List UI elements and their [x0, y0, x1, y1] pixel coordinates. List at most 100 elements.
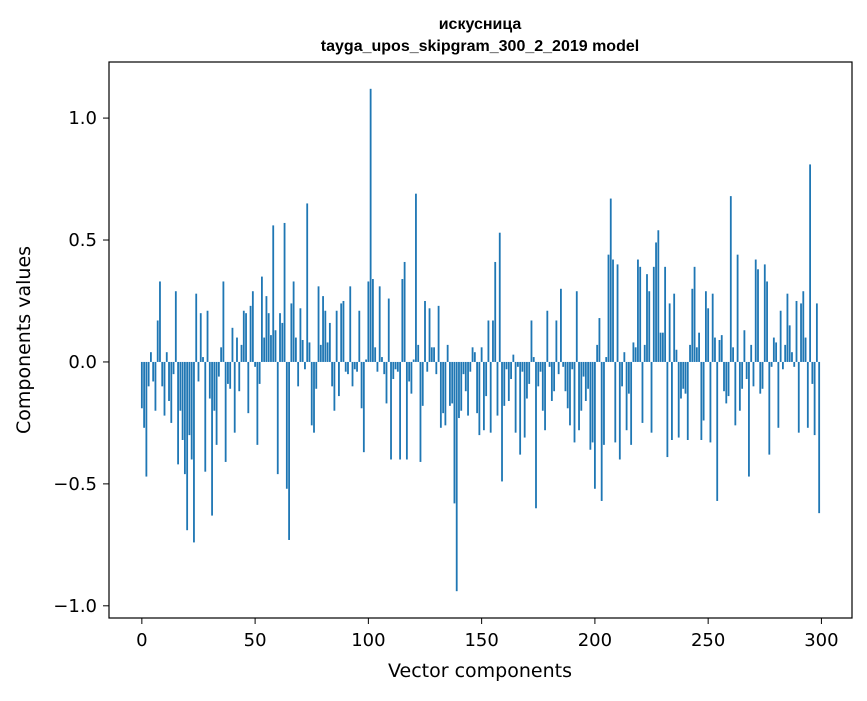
bar — [546, 310, 549, 362]
bar — [408, 361, 411, 382]
bar — [152, 361, 155, 382]
bar — [371, 279, 374, 362]
bar — [757, 269, 759, 362]
bar — [308, 342, 311, 362]
bar — [539, 361, 542, 372]
bar — [451, 361, 454, 404]
bar — [550, 361, 553, 401]
bar — [668, 303, 671, 362]
bar — [467, 361, 469, 416]
bar — [335, 310, 338, 362]
bar — [328, 322, 331, 362]
bar — [306, 203, 309, 362]
bar — [763, 264, 766, 362]
bar — [156, 320, 159, 362]
bar — [614, 361, 617, 443]
bar — [639, 266, 642, 362]
bar — [351, 361, 354, 387]
bar — [507, 361, 510, 401]
bar — [729, 196, 732, 362]
bar — [292, 281, 295, 362]
bar — [569, 361, 571, 426]
bar — [716, 361, 719, 501]
bar — [424, 300, 426, 362]
x-axis-ticks: 0 50 100 150 200 250 300 — [136, 618, 839, 651]
bar — [179, 361, 182, 411]
bar — [310, 361, 313, 426]
bar — [815, 303, 818, 362]
bar — [528, 361, 531, 384]
bar — [784, 344, 787, 362]
bar — [607, 254, 610, 362]
bar — [526, 361, 528, 399]
bar — [582, 361, 585, 377]
bar — [270, 335, 272, 362]
bar — [202, 357, 204, 362]
bar — [795, 300, 798, 362]
bar — [279, 313, 281, 362]
bar — [297, 361, 300, 387]
x-tick-label: 150 — [464, 630, 498, 651]
bar — [369, 88, 372, 362]
bar — [267, 313, 270, 362]
bar — [779, 310, 782, 362]
bar — [213, 361, 216, 411]
bar — [754, 259, 757, 362]
bar — [319, 344, 322, 362]
bar — [664, 266, 667, 362]
bar — [181, 361, 184, 440]
bar — [464, 361, 467, 392]
bar — [331, 361, 334, 387]
bar — [682, 361, 685, 389]
bar — [593, 361, 596, 489]
bar — [317, 286, 320, 362]
bar — [541, 361, 544, 411]
bar — [367, 281, 370, 362]
bar — [168, 361, 170, 401]
bar — [616, 264, 619, 362]
bar — [519, 361, 522, 455]
bar — [172, 361, 175, 375]
bar — [689, 344, 691, 362]
bar — [410, 361, 413, 394]
bar — [356, 361, 358, 372]
x-tick-label: 250 — [691, 630, 725, 651]
bar — [473, 352, 476, 362]
bar — [734, 361, 737, 426]
bar — [403, 261, 406, 362]
bar — [247, 361, 250, 414]
bar — [242, 310, 245, 362]
bar — [596, 344, 599, 362]
bar — [643, 344, 646, 362]
bar — [143, 361, 146, 428]
bar — [469, 361, 472, 372]
bar — [340, 303, 343, 362]
bar — [401, 279, 404, 362]
bar — [677, 361, 680, 438]
bar — [707, 308, 710, 362]
bar — [170, 361, 173, 423]
bar — [501, 361, 503, 482]
bar — [661, 332, 664, 362]
bar — [378, 286, 381, 362]
bar — [492, 320, 494, 362]
bar — [299, 308, 302, 362]
bar — [811, 361, 814, 384]
bar — [485, 361, 488, 397]
bar — [741, 361, 744, 389]
bar — [695, 347, 698, 362]
bar — [498, 232, 501, 362]
bar — [612, 259, 614, 362]
bar — [426, 361, 429, 372]
bar — [313, 361, 315, 433]
x-tick-label: 0 — [136, 630, 147, 651]
bar — [591, 361, 594, 443]
bar — [804, 337, 807, 362]
bar — [627, 361, 630, 394]
bar — [770, 361, 773, 367]
bar — [666, 361, 669, 458]
bar — [691, 288, 694, 362]
bar — [412, 359, 415, 362]
bar — [183, 361, 186, 475]
x-tick-label: 200 — [578, 630, 612, 651]
